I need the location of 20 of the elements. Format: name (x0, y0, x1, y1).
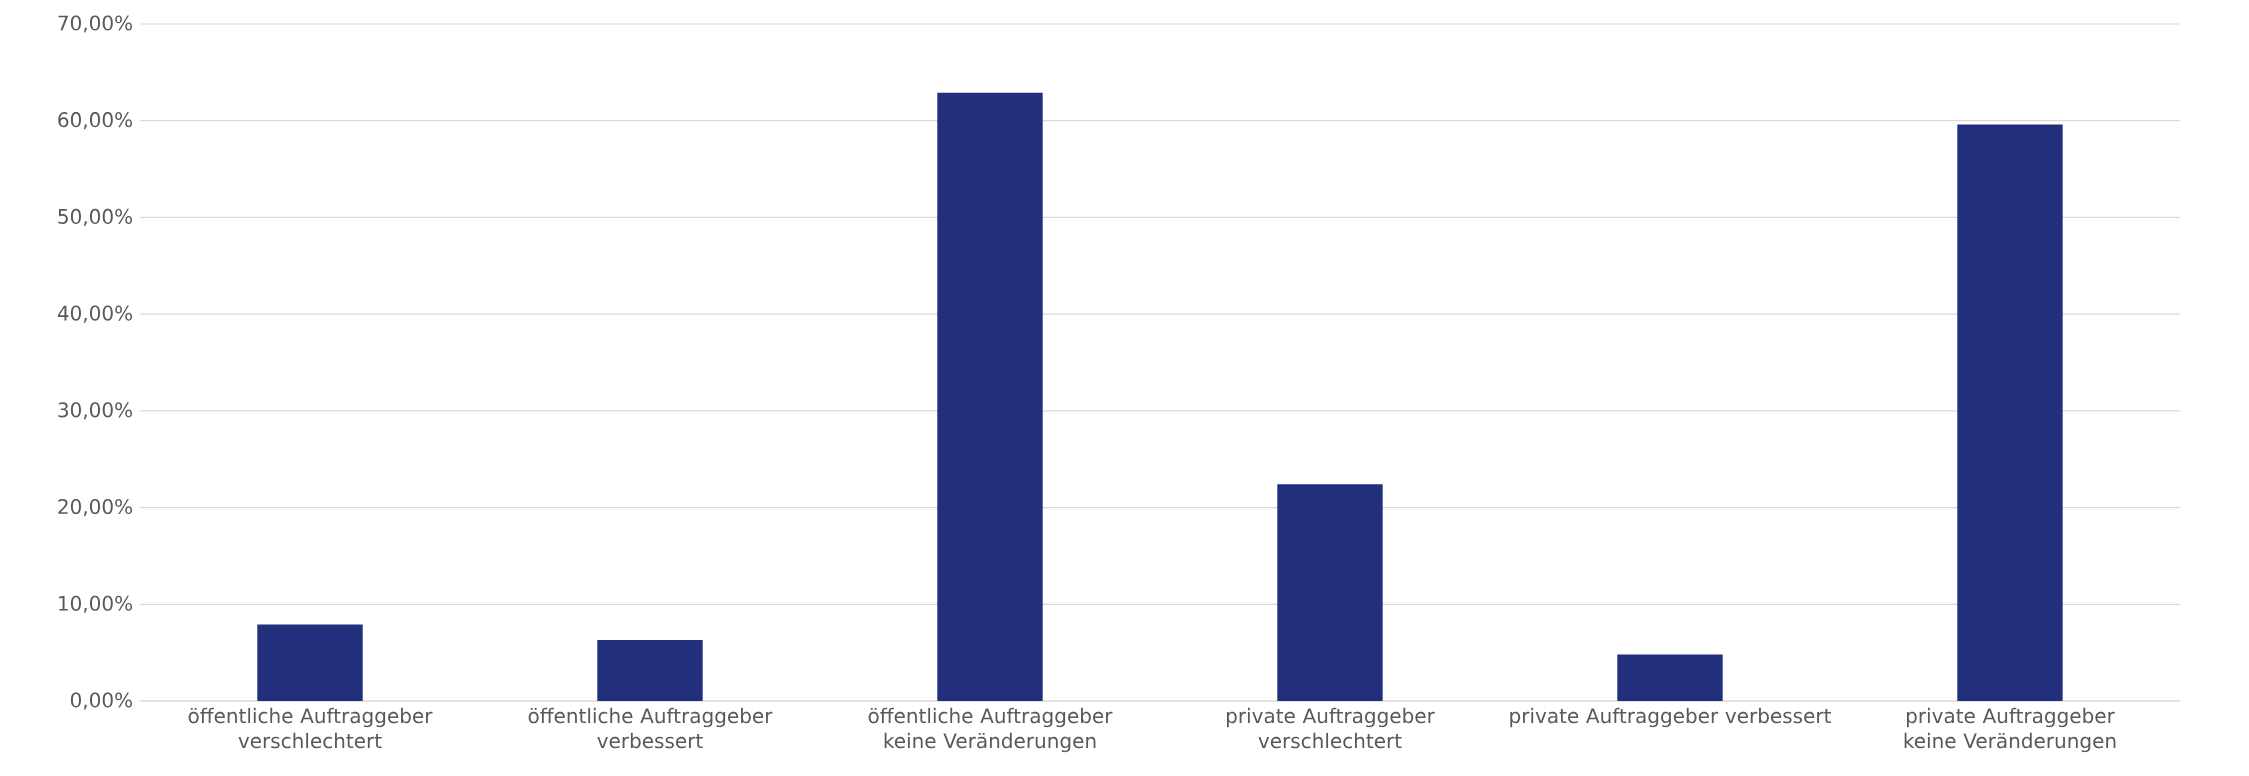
x-tick-label: private Auftraggeber verschlechtert (1226, 707, 1435, 749)
y-tick-label: 0,00% (70, 692, 133, 710)
bar (597, 640, 703, 701)
bar (1617, 654, 1723, 701)
bar (937, 92, 1043, 701)
y-tick-label: 60,00% (58, 112, 133, 130)
bar (1957, 124, 2063, 701)
y-tick-label: 30,00% (58, 402, 133, 420)
x-tick-label: öffentliche Auftraggeber verschlechtert (188, 707, 433, 749)
y-tick-label: 10,00% (59, 595, 133, 613)
bar (257, 624, 363, 701)
bar (1277, 484, 1383, 701)
x-tick-label: öffentliche Auftraggeber verbessert (528, 707, 773, 749)
y-tick-label: 70,00% (58, 15, 133, 33)
x-tick-label: öffentliche Auftraggeber keine Veränderungen (868, 707, 1113, 753)
x-tick-label: private Auftraggeber verbessert (1510, 707, 1831, 728)
y-tick-label: 20,00% (58, 498, 133, 517)
x-tick-label: private Auftraggeber keine Veränderungen (1904, 707, 2116, 753)
y-tick-label: 40,00% (57, 305, 133, 323)
y-tick-label: 50,00% (58, 208, 133, 227)
